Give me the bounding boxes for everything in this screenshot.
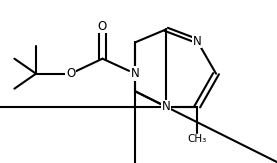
Text: CH₃: CH₃ (188, 134, 207, 144)
Text: N: N (193, 35, 202, 48)
Text: N: N (162, 100, 171, 113)
Text: O: O (66, 67, 75, 80)
Text: N: N (131, 67, 140, 80)
Text: O: O (98, 20, 107, 33)
